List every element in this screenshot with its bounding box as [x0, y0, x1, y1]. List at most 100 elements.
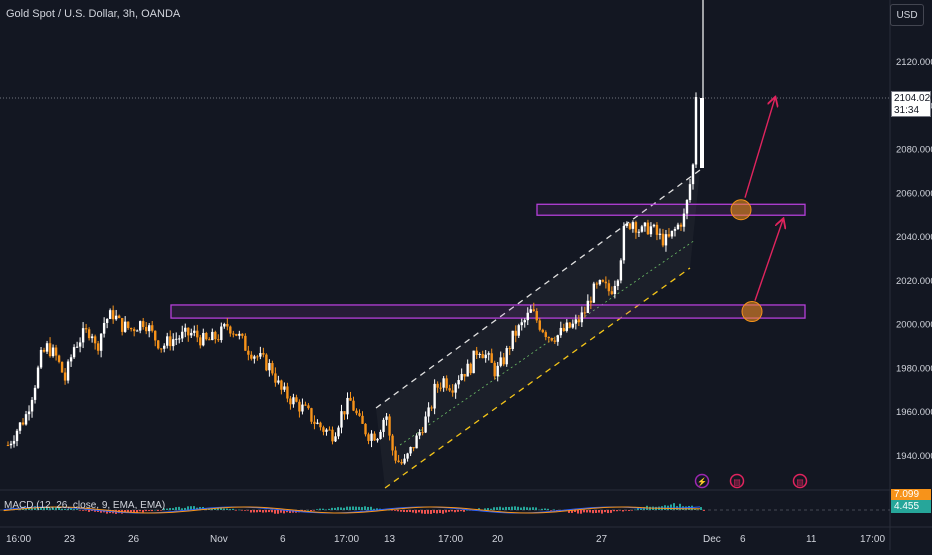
x-tick-label: 11	[806, 534, 817, 545]
macd-bar	[289, 510, 291, 513]
candle-body	[235, 333, 238, 336]
candle-body	[33, 387, 37, 400]
candle-body	[132, 329, 136, 332]
macd-bar	[70, 508, 72, 510]
signal-line	[3, 506, 701, 514]
macd-bar	[262, 510, 264, 513]
candle-body	[685, 199, 689, 214]
macd-bar	[418, 510, 420, 513]
macd-bar	[310, 510, 312, 511]
macd-bar	[94, 510, 96, 512]
candle-body	[160, 348, 163, 350]
target-circle-lower	[741, 301, 763, 323]
macd-bar	[538, 509, 540, 511]
last-price-tag: 2104.020 31:34	[891, 91, 932, 117]
candle-body	[388, 416, 391, 436]
candle-body	[307, 405, 310, 409]
y-tick-label: 2000.000	[896, 320, 932, 331]
macd-bar	[226, 508, 228, 510]
macd-bar	[604, 510, 606, 513]
macd-bar	[334, 507, 336, 510]
macd-bar	[346, 506, 348, 510]
candles	[6, 92, 698, 465]
candle-body	[604, 281, 608, 284]
candle-body	[448, 388, 451, 391]
candle-body	[322, 427, 325, 432]
macd-bar	[400, 510, 402, 512]
macd-bar	[436, 510, 438, 514]
macd-bar	[685, 506, 687, 510]
macd-bar	[550, 510, 552, 511]
macd-bar	[151, 510, 153, 512]
macd-bar	[67, 509, 69, 510]
macd-bar	[673, 503, 675, 510]
candle-body	[256, 356, 259, 358]
candle-body	[574, 319, 578, 324]
macd-bar	[445, 510, 447, 513]
macd-bar	[574, 510, 576, 513]
candle-body	[676, 224, 680, 229]
candle-body	[430, 407, 433, 409]
candle-body	[214, 331, 217, 340]
macd-bar	[337, 507, 339, 510]
candle-body	[688, 184, 692, 200]
us-flag-icon[interactable]: ▤	[792, 473, 808, 489]
candle-body	[45, 343, 49, 352]
lightning-icon[interactable]: ⚡	[694, 473, 710, 489]
macd-bar	[325, 509, 327, 511]
macd-bar	[535, 507, 537, 510]
candle-body	[178, 338, 181, 340]
macd-bar	[175, 507, 177, 510]
candle-body	[568, 322, 572, 328]
macd-bar	[106, 510, 108, 514]
candle-body	[454, 384, 457, 393]
candle-body	[349, 397, 352, 401]
candle-body	[331, 429, 334, 442]
macd-bar	[547, 508, 549, 510]
candle-body	[238, 333, 241, 336]
macd-bar	[328, 508, 330, 510]
candle-body	[72, 347, 76, 358]
candle-body	[328, 429, 331, 431]
candle-body	[114, 315, 118, 320]
macd-bar	[361, 507, 363, 510]
candle-body	[199, 337, 202, 346]
candle-body	[391, 435, 394, 451]
macd-indicator-label[interactable]: MACD (12, 26, close, 9, EMA, EMA)	[4, 500, 166, 511]
macd-bar	[493, 507, 495, 510]
macd-bar	[313, 510, 315, 511]
candle-body	[268, 363, 271, 371]
candle-body	[205, 332, 208, 340]
candle-body	[559, 327, 563, 336]
candle-body	[346, 397, 349, 415]
candle-body	[93, 336, 97, 344]
macd-bar	[619, 510, 621, 511]
currency-button[interactable]: USD	[890, 4, 924, 26]
symbol-title[interactable]: Gold Spot / U.S. Dollar, 3h, OANDA	[6, 8, 181, 20]
macd-bar	[439, 510, 441, 513]
macd-bar	[694, 508, 696, 510]
candle-body	[670, 230, 674, 237]
macd-bar	[451, 510, 453, 512]
candle-body	[664, 234, 668, 246]
macd-bar	[508, 506, 510, 510]
macd-bar	[580, 510, 582, 514]
candle-body	[442, 378, 445, 388]
candle-body	[60, 361, 64, 373]
candle-body	[682, 213, 686, 227]
candle-body	[57, 355, 61, 362]
candle-body	[123, 321, 127, 332]
candle-body	[634, 222, 638, 233]
us-flag-icon[interactable]: ▤	[729, 473, 745, 489]
macd-bar	[322, 508, 324, 510]
candle-body	[172, 339, 175, 347]
candle-body	[253, 356, 256, 359]
candle-body	[628, 223, 632, 229]
macd-bar	[319, 508, 321, 510]
candle-body	[562, 327, 566, 331]
candle-body	[370, 433, 373, 441]
x-tick-label: Dec	[703, 534, 721, 545]
macd-bar	[316, 509, 318, 510]
